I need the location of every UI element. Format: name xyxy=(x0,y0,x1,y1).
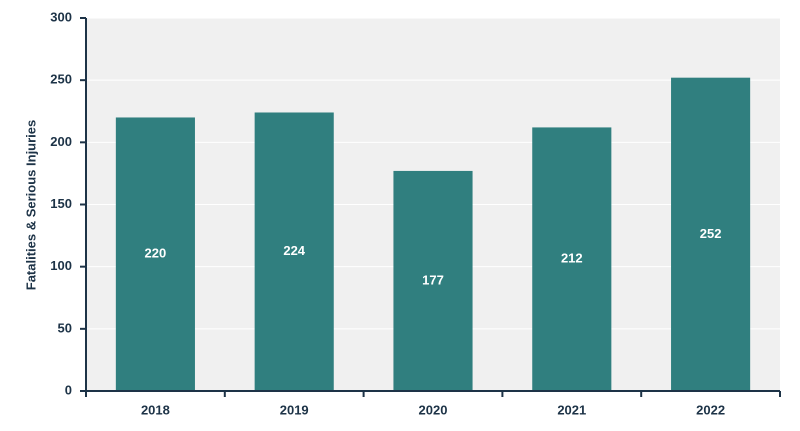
bar xyxy=(254,112,334,391)
data-label: 212 xyxy=(561,251,583,266)
x-tick-label: 2021 xyxy=(557,402,586,417)
bar xyxy=(532,127,612,391)
y-tick-label: 250 xyxy=(50,72,72,87)
y-tick-label: 50 xyxy=(58,320,72,335)
y-tick-label: 0 xyxy=(65,382,72,397)
x-tick-label: 2018 xyxy=(141,402,170,417)
data-label: 224 xyxy=(283,243,305,258)
data-label: 252 xyxy=(700,226,722,241)
y-tick-label: 200 xyxy=(50,134,72,149)
y-tick-label: 300 xyxy=(50,9,72,24)
y-tick-label: 150 xyxy=(50,196,72,211)
bar xyxy=(671,77,751,392)
data-label: 220 xyxy=(145,246,167,261)
bar xyxy=(115,117,195,391)
bar xyxy=(393,170,473,391)
y-tick-label: 100 xyxy=(50,258,72,273)
x-tick-label: 2022 xyxy=(696,402,725,417)
data-label: 177 xyxy=(422,272,444,287)
x-tick-label: 2020 xyxy=(419,402,448,417)
x-tick-label: 2019 xyxy=(280,402,309,417)
y-axis-label: Fatalities & Serious Injuries xyxy=(23,120,38,291)
